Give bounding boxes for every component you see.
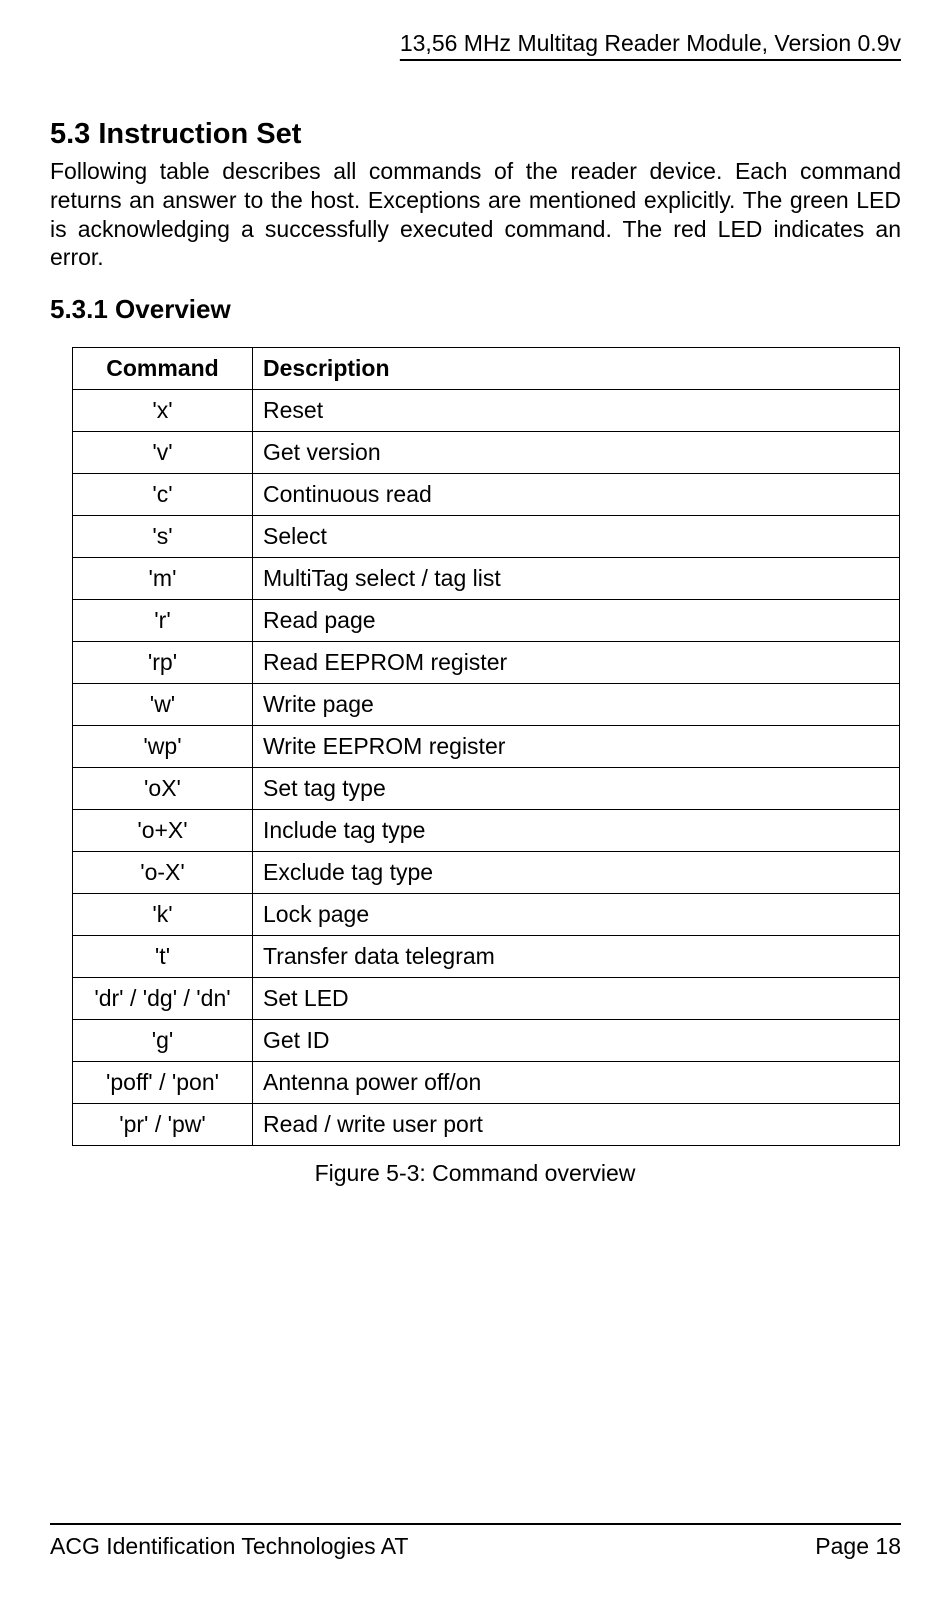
- table-row: 'v'Get version: [73, 432, 900, 474]
- cell-description: Continuous read: [253, 474, 900, 516]
- table-row: 't'Transfer data telegram: [73, 936, 900, 978]
- table-row: 'o-X'Exclude tag type: [73, 852, 900, 894]
- cell-description: Lock page: [253, 894, 900, 936]
- cell-description: Reset: [253, 390, 900, 432]
- table-row: 'rp'Read EEPROM register: [73, 642, 900, 684]
- page: 13,56 MHz Multitag Reader Module, Versio…: [0, 0, 951, 1602]
- cell-command: 'dr' / 'dg' / 'dn': [73, 978, 253, 1020]
- table-row: 'o+X'Include tag type: [73, 810, 900, 852]
- cell-command: 'g': [73, 1020, 253, 1062]
- table-row: 'k'Lock page: [73, 894, 900, 936]
- table-body: 'x'Reset 'v'Get version 'c'Continuous re…: [73, 390, 900, 1146]
- cell-command: 'wp': [73, 726, 253, 768]
- cell-description: Set tag type: [253, 768, 900, 810]
- cell-description: Read / write user port: [253, 1104, 900, 1146]
- table-row: 'r'Read page: [73, 600, 900, 642]
- table-caption: Figure 5-3: Command overview: [50, 1160, 900, 1187]
- cell-command: 'pr' / 'pw': [73, 1104, 253, 1146]
- cell-description: Read page: [253, 600, 900, 642]
- page-footer: ACG Identification Technologies AT Page …: [50, 1523, 901, 1560]
- section-heading: 5.3 Instruction Set: [50, 118, 901, 151]
- cell-description: MultiTag select / tag list: [253, 558, 900, 600]
- table-row: 'x'Reset: [73, 390, 900, 432]
- cell-command: 'x': [73, 390, 253, 432]
- table-header-row: Command Description: [73, 348, 900, 390]
- command-table: Command Description 'x'Reset 'v'Get vers…: [72, 347, 900, 1146]
- cell-command: 'w': [73, 684, 253, 726]
- table-row: 's'Select: [73, 516, 900, 558]
- cell-description: Set LED: [253, 978, 900, 1020]
- content-area: 5.3 Instruction Set Following table desc…: [50, 118, 901, 1187]
- cell-command: 's': [73, 516, 253, 558]
- table-row: 'dr' / 'dg' / 'dn'Set LED: [73, 978, 900, 1020]
- col-header-description: Description: [253, 348, 900, 390]
- col-header-command: Command: [73, 348, 253, 390]
- cell-description: Exclude tag type: [253, 852, 900, 894]
- cell-description: Get ID: [253, 1020, 900, 1062]
- cell-command: 'oX': [73, 768, 253, 810]
- table-row: 'oX'Set tag type: [73, 768, 900, 810]
- cell-command: 'rp': [73, 642, 253, 684]
- cell-command: 'c': [73, 474, 253, 516]
- cell-command: 'o-X': [73, 852, 253, 894]
- footer-left: ACG Identification Technologies AT: [50, 1533, 408, 1560]
- table-row: 'c'Continuous read: [73, 474, 900, 516]
- cell-description: Select: [253, 516, 900, 558]
- table-row: 'poff' / 'pon'Antenna power off/on: [73, 1062, 900, 1104]
- cell-description: Antenna power off/on: [253, 1062, 900, 1104]
- cell-command: 'r': [73, 600, 253, 642]
- cell-description: Include tag type: [253, 810, 900, 852]
- cell-description: Write page: [253, 684, 900, 726]
- subsection-heading: 5.3.1 Overview: [50, 294, 901, 325]
- cell-command: 'o+X': [73, 810, 253, 852]
- doc-header-title: 13,56 MHz Multitag Reader Module, Versio…: [400, 30, 901, 57]
- cell-command: 't': [73, 936, 253, 978]
- cell-command: 'poff' / 'pon': [73, 1062, 253, 1104]
- cell-description: Get version: [253, 432, 900, 474]
- cell-command: 'k': [73, 894, 253, 936]
- cell-command: 'm': [73, 558, 253, 600]
- table-row: 'wp'Write EEPROM register: [73, 726, 900, 768]
- table-row: 'm'MultiTag select / tag list: [73, 558, 900, 600]
- table-row: 'pr' / 'pw'Read / write user port: [73, 1104, 900, 1146]
- cell-description: Transfer data telegram: [253, 936, 900, 978]
- table-row: 'w'Write page: [73, 684, 900, 726]
- section-intro-paragraph: Following table describes all commands o…: [50, 157, 901, 272]
- cell-command: 'v': [73, 432, 253, 474]
- cell-description: Read EEPROM register: [253, 642, 900, 684]
- cell-description: Write EEPROM register: [253, 726, 900, 768]
- table-row: 'g'Get ID: [73, 1020, 900, 1062]
- footer-right: Page 18: [815, 1533, 901, 1560]
